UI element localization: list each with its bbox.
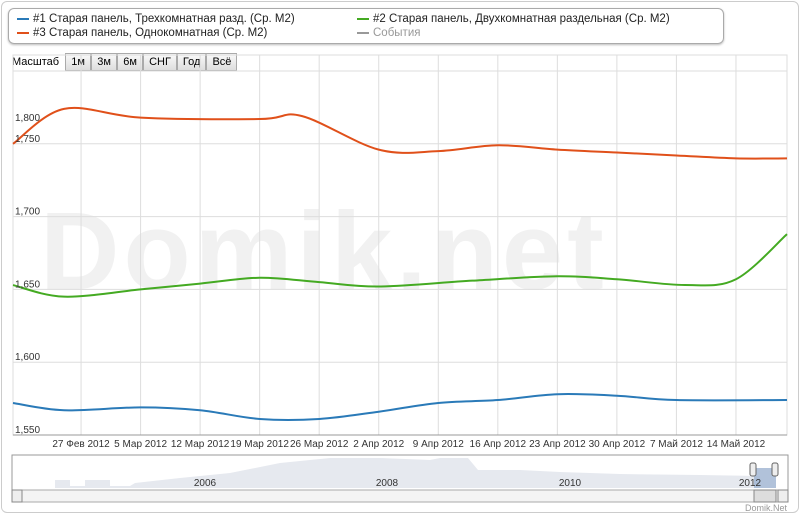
navigator-right-handle[interactable] [771,462,779,477]
zoom-ytd-button[interactable]: СНГ [143,53,177,71]
y-tick-label: 1,700 [15,207,40,218]
scroll-left-button[interactable] [11,489,23,503]
x-tick-label: 7 Май 2012 [650,439,703,450]
series-line-icon [17,32,29,34]
navigator-label: 2012 [739,478,762,489]
x-tick-label: 19 Мар 2012 [230,439,289,450]
x-tick-label: 12 Мар 2012 [171,439,230,450]
watermark: Domik.net [40,190,608,313]
credit: Domik.Net [745,503,788,513]
navigator-label: 2010 [559,478,582,489]
x-tick-label: 30 Апр 2012 [589,439,646,450]
scrollbar[interactable] [11,489,789,503]
x-tick-label: 27 Фев 2012 [52,439,110,450]
legend: #1 Старая панель, Трехкомнатная разд. (С… [8,8,724,44]
legend-item-series-3[interactable]: #3 Старая панель, Однокомнатная (Ср. M2) [17,27,267,39]
navigator-label: 2008 [376,478,399,489]
navigator-label: 2006 [194,478,217,489]
x-tick-label: 9 Апр 2012 [413,439,464,450]
y-tick-label: 1,800 [15,113,40,124]
zoom-3m-button[interactable]: 3м [91,53,118,71]
zoom-selector: Масштаб 1м 3м 6м СНГ Год Всё [12,53,238,71]
navigator-left-handle[interactable] [749,462,757,477]
legend-item-series-2[interactable]: #2 Старая панель, Двухкомнатная раздельн… [357,13,670,25]
series-line-1[interactable] [12,106,788,160]
x-tick-label: 14 Май 2012 [707,439,766,450]
zoom-label: Масштаб [12,56,60,68]
legend-label: #3 Старая панель, Однокомнатная (Ср. M2) [33,27,268,39]
navigator[interactable]: 2006 2008 2010 2012 [11,454,789,503]
zoom-6m-button[interactable]: 6м [117,53,144,71]
zoom-all-button[interactable]: Всё [206,53,238,71]
x-tick-label: 5 Мар 2012 [114,439,167,450]
series-line-2[interactable] [12,233,788,298]
series-line-icon [17,18,29,20]
zoom-1m-button[interactable]: 1м [65,53,92,71]
legend-item-series-1[interactable]: #1 Старая панель, Трехкомнатная разд. (С… [17,13,295,25]
navigator-selection[interactable] [754,468,776,488]
x-tick-label: 26 Мар 2012 [290,439,349,450]
series-line-icon [357,18,369,20]
series-line-icon [357,32,369,34]
scroll-right-button[interactable] [777,489,789,503]
y-tick-label: 1,650 [15,279,40,290]
zoom-year-button[interactable]: Год [176,53,207,71]
y-tick-label: 1,600 [15,352,40,363]
plot-area [12,54,788,436]
scrollbar-thumb[interactable] [753,489,777,503]
legend-label: События [373,27,421,39]
x-tick-label: 23 Апр 2012 [529,439,586,450]
x-tick-label: 16 Апр 2012 [470,439,527,450]
navigator-area [55,458,760,488]
x-tick-label: 2 Апр 2012 [353,439,404,450]
series-line-3[interactable] [12,393,788,421]
legend-label: #2 Старая панель, Двухкомнатная раздельн… [373,13,670,25]
legend-label: #1 Старая панель, Трехкомнатная разд. (С… [33,13,295,25]
legend-item-events[interactable]: События [357,27,420,39]
y-tick-label: 1,550 [15,425,40,436]
y-tick-label: 1,750 [15,134,40,145]
